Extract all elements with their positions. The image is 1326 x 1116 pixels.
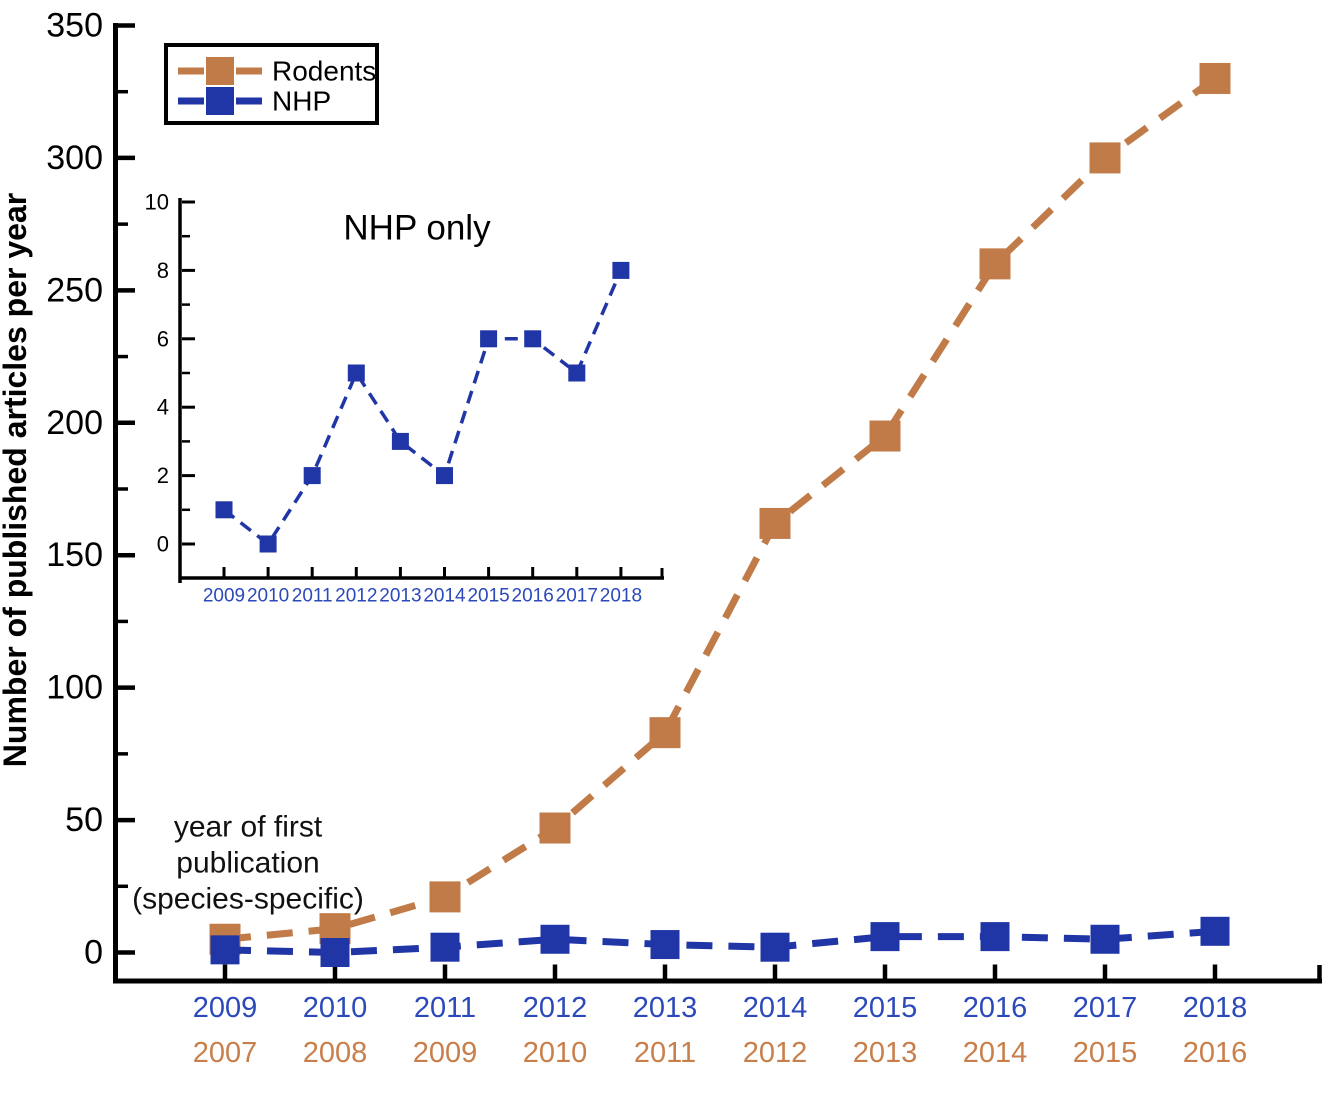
rodents-marker	[649, 717, 681, 749]
inset-y-tick-label: 10	[145, 190, 169, 215]
y-tick-label: 200	[46, 404, 103, 442]
rodents-series-line	[224, 75, 1218, 943]
inset-x-tick-label: 2016	[512, 586, 554, 607]
inset-nhp-marker	[259, 535, 277, 553]
rodents-legend-label: Rodents	[272, 56, 376, 87]
nhp-marker	[870, 922, 900, 952]
nhp-marker	[760, 932, 790, 962]
inset-nhp-marker	[436, 467, 453, 485]
nhp-marker	[430, 932, 460, 962]
x-label-nhp-years: 2011	[414, 992, 476, 1024]
inset-x-tick-label: 2017	[556, 586, 598, 607]
inset-nhp-marker	[612, 261, 630, 279]
y-tick-label: 50	[65, 801, 103, 839]
inset-y-tick-label: 6	[157, 326, 169, 351]
inset-y-tick-label: 8	[157, 258, 169, 283]
y-axis-title: Number of published articles per year	[0, 193, 33, 767]
x-label-rodent-years: 2012	[743, 1037, 808, 1069]
x-label-rodent-years: 2010	[523, 1037, 588, 1069]
x-label-rodent-years: 2007	[193, 1037, 258, 1069]
x-label-rodent-years: 2014	[963, 1037, 1028, 1069]
rodents-marker	[1089, 142, 1121, 174]
x-label-rodent-years: 2015	[1073, 1037, 1138, 1069]
inset-nhp-series-line	[222, 269, 623, 547]
inset-x-tick-label: 2011	[292, 586, 333, 607]
y-tick-label: 350	[46, 6, 103, 44]
nhp-series-line	[224, 927, 1216, 957]
y-tick-label: 300	[46, 139, 103, 177]
x-label-nhp-years: 2009	[193, 992, 258, 1024]
x-label-nhp-years: 2012	[523, 992, 588, 1024]
x-label-rodent-years: 2008	[303, 1037, 368, 1069]
inset-nhp-marker	[215, 501, 233, 519]
inset-x-tick-label: 2014	[423, 586, 466, 607]
x-label-nhp-years: 2016	[963, 992, 1028, 1024]
y-tick-label: 250	[46, 271, 103, 309]
legend: Rodents NHP	[164, 43, 379, 125]
rodents-marker	[539, 812, 571, 844]
annotation: year of first publication (species-speci…	[132, 811, 364, 916]
legend-item-rodents: Rodents	[178, 56, 376, 87]
x-label-nhp-years: 2014	[743, 992, 808, 1024]
x-label-rodent-years: 2011	[634, 1037, 696, 1069]
inset-nhp-marker	[480, 330, 498, 348]
rodents-marker	[869, 420, 901, 452]
inset-y-tick-label: 4	[157, 395, 169, 420]
annotation-line-1: year of first	[174, 811, 323, 844]
inset-nhp-marker	[303, 467, 321, 485]
rodents-legend-marker	[206, 57, 234, 85]
nhp-marker	[320, 938, 350, 967]
inset-nhp-marker	[568, 364, 586, 382]
rodents-marker	[979, 248, 1011, 280]
inset-nhp-marker	[347, 364, 365, 382]
legend-item-nhp: NHP	[178, 86, 331, 117]
x-label-nhp-years: 2010	[303, 992, 368, 1024]
rodents-marker	[1199, 62, 1231, 94]
nhp-legend-label: NHP	[272, 86, 331, 117]
inset-x-tick-label: 2013	[379, 586, 421, 607]
rodents-marker	[759, 507, 791, 539]
y-tick-label: 100	[46, 669, 103, 707]
inset-x-tick-label: 2012	[335, 586, 377, 607]
nhp-marker	[210, 935, 240, 965]
inset-x-tick-label: 2018	[600, 586, 642, 607]
y-tick-label: 0	[84, 934, 103, 972]
inset-y-tick-label: 2	[157, 463, 169, 488]
x-label-rodent-years: 2009	[413, 1037, 478, 1069]
inset-nhp-marker	[391, 432, 409, 450]
annotation-line-2: publication	[176, 847, 319, 880]
nhp-marker	[540, 924, 570, 954]
x-label-nhp-years: 2017	[1073, 992, 1138, 1024]
inset-x-tick-label: 2010	[247, 586, 289, 607]
inset-x-tick-label: 2009	[203, 586, 245, 607]
inset-x-tick-label: 2015	[467, 586, 509, 607]
inset-title: NHP only	[343, 209, 491, 248]
nhp-marker	[1200, 916, 1230, 946]
x-label-rodent-years: 2013	[853, 1037, 918, 1069]
legend-box	[164, 43, 379, 125]
nhp-legend-marker	[206, 87, 234, 115]
x-label-nhp-years: 2018	[1183, 992, 1248, 1024]
nhp-marker	[1090, 924, 1120, 954]
inset-nhp-marker	[524, 330, 542, 348]
rodents-marker	[429, 881, 461, 913]
x-label-nhp-years: 2015	[853, 992, 918, 1024]
nhp-marker	[980, 922, 1010, 952]
x-label-rodent-years: 2016	[1183, 1037, 1248, 1069]
x-label-nhp-years: 2013	[633, 992, 698, 1024]
inset-y-tick-label: 0	[157, 532, 169, 557]
annotation-line-3: (species-specific)	[132, 883, 364, 916]
y-tick-label: 150	[46, 536, 103, 574]
nhp-marker	[650, 930, 680, 960]
